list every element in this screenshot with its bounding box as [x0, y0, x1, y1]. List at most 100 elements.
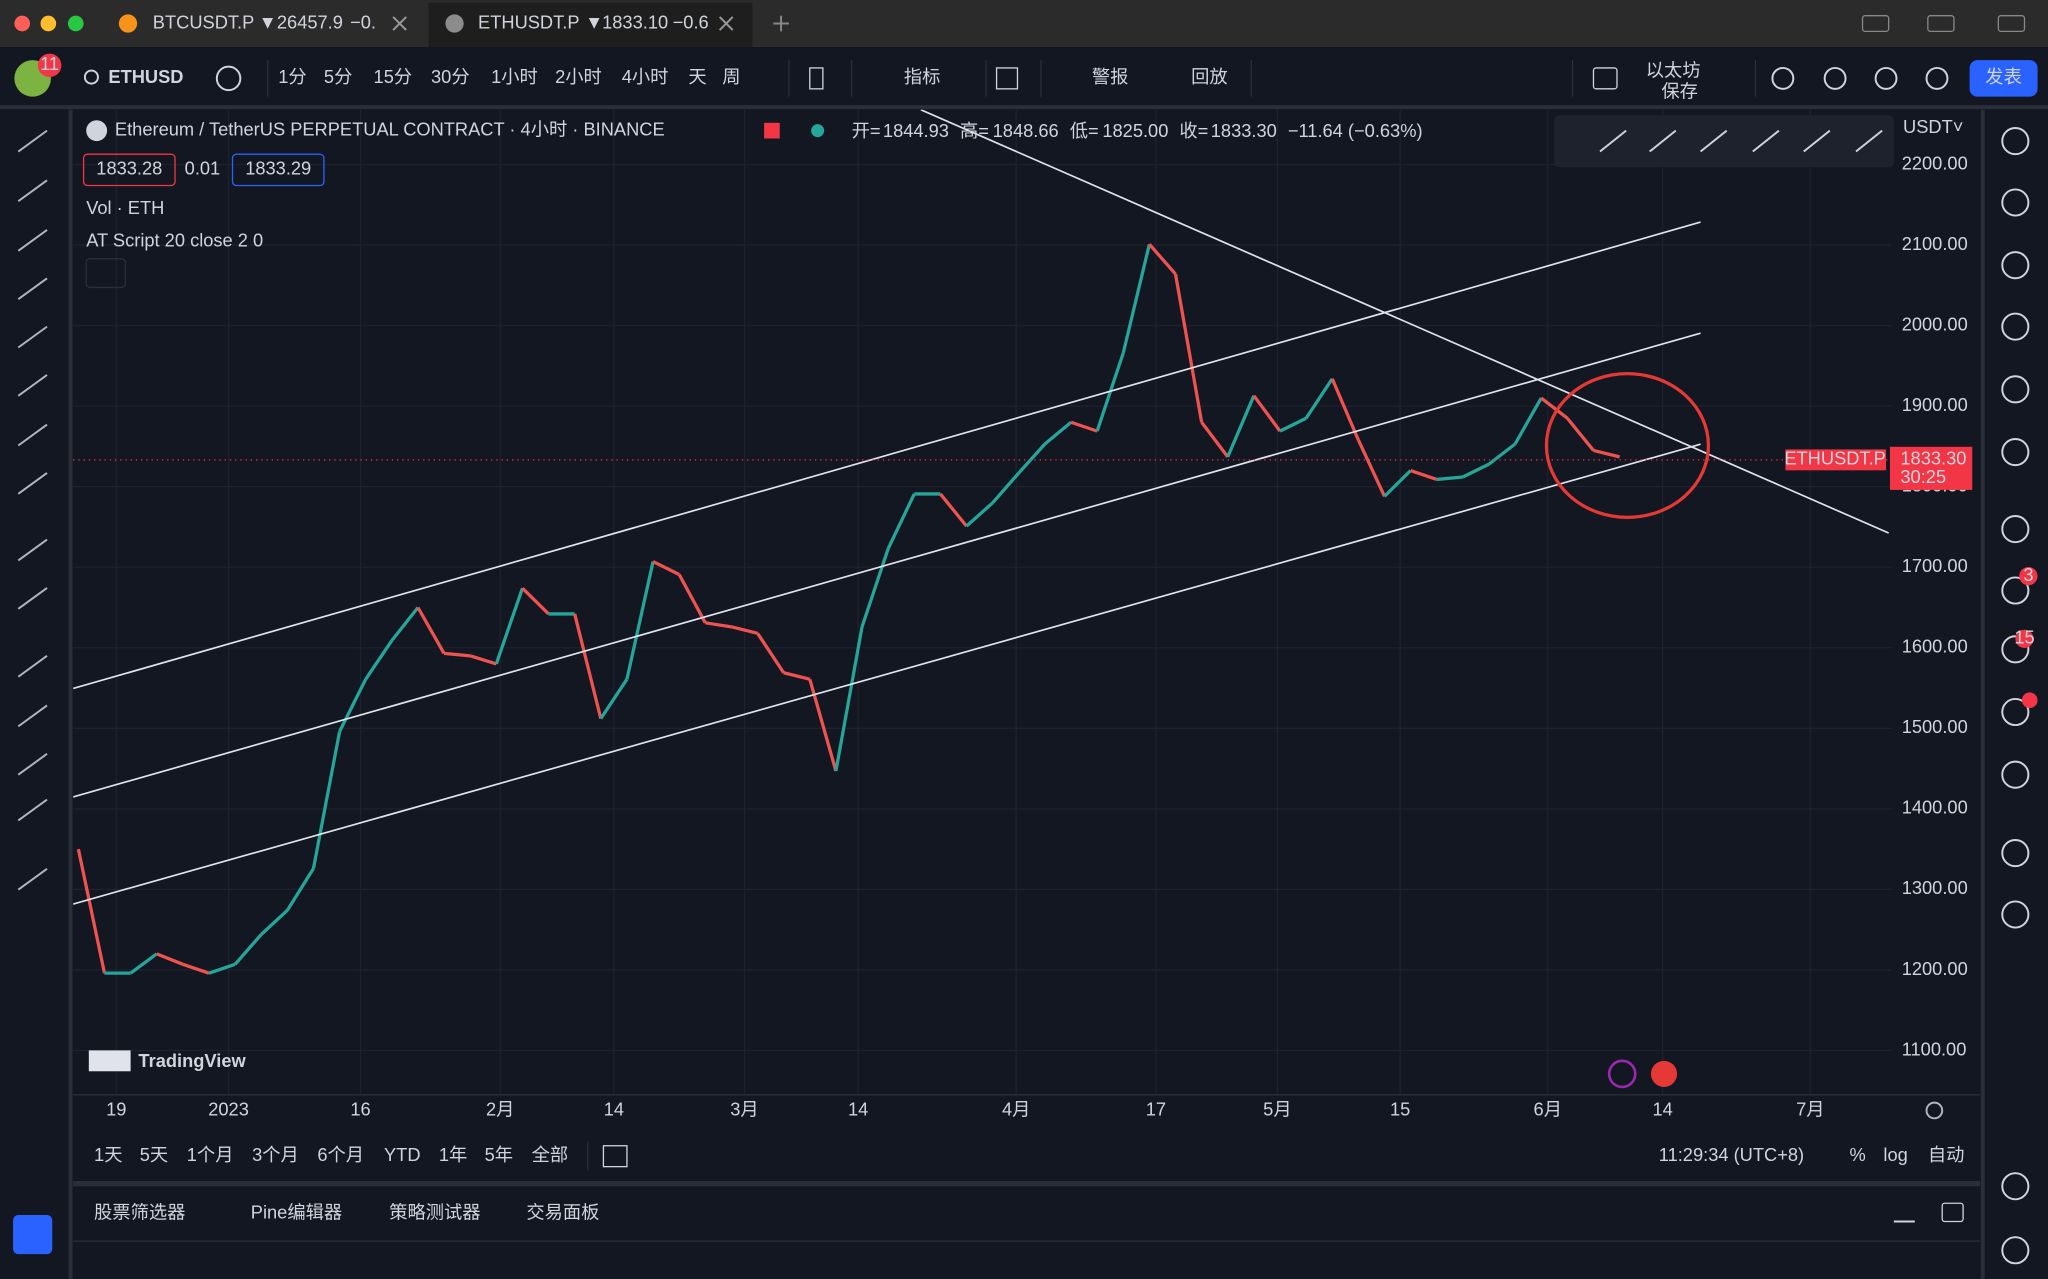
- interval-button[interactable]: 5分: [324, 66, 352, 87]
- date-range-icon[interactable]: [602, 1145, 628, 1168]
- drawing-tool: [17, 704, 48, 728]
- range-button[interactable]: 3个月: [252, 1144, 299, 1165]
- symbol-tag-label: ETHUSDT.P: [1784, 448, 1885, 469]
- indicators-button[interactable]: 指标: [904, 66, 941, 87]
- drawing-toolbar: [1554, 114, 1894, 168]
- sidebar-icon: [2001, 697, 2030, 727]
- symbol-logo: [86, 120, 108, 142]
- window-button: [14, 15, 31, 32]
- currency-label[interactable]: USDT˅: [1903, 116, 1963, 137]
- panel-tab[interactable]: 交易面板: [526, 1202, 599, 1223]
- interval-button[interactable]: 1小时: [491, 66, 538, 87]
- window-tool[interactable]: [1927, 15, 1955, 33]
- watchlist-button[interactable]: [13, 1214, 53, 1255]
- log-toggle[interactable]: log: [1883, 1144, 1907, 1165]
- price-series: [76, 243, 1620, 975]
- tab[interactable]: [104, 2, 426, 48]
- drawing-tool: [17, 538, 48, 562]
- collapse-button[interactable]: [85, 258, 127, 289]
- panel-tab[interactable]: Pine编辑器: [251, 1202, 342, 1223]
- maximize-panel[interactable]: [1941, 1202, 1964, 1223]
- window-button: [40, 15, 57, 32]
- countdown-label: 30:25: [1900, 466, 1946, 487]
- save-button[interactable]: 保存: [1661, 81, 1698, 102]
- y-tick-label: 1200.00: [1902, 958, 1968, 979]
- replay-button[interactable]: 回放: [1191, 66, 1228, 87]
- interval-button[interactable]: 4小时: [622, 66, 669, 87]
- price-segment: [311, 731, 342, 869]
- ohlc-value: 1844.93: [883, 120, 949, 141]
- range-button[interactable]: 1天: [94, 1144, 122, 1165]
- tab-price: 1833.10: [602, 11, 668, 32]
- y-tick-label: 1900.00: [1902, 394, 1968, 415]
- drawing-toolbar-icon: [1855, 129, 1883, 153]
- range-button[interactable]: 5年: [485, 1144, 513, 1165]
- ohlc-label: 开=: [852, 120, 881, 141]
- add-symbol: [215, 65, 242, 92]
- panel-tab[interactable]: 股票筛选器: [94, 1202, 185, 1223]
- layout-box[interactable]: [1592, 67, 1618, 90]
- range-button[interactable]: YTD: [384, 1144, 421, 1165]
- drawing-tool: [17, 423, 48, 447]
- ask-box[interactable]: [231, 153, 325, 187]
- x-tick-label: 16: [350, 1098, 370, 1119]
- interval-button[interactable]: 1分: [278, 66, 306, 87]
- drawing-toolbar-icon: [1803, 129, 1831, 153]
- range-button[interactable]: 1年: [439, 1144, 467, 1165]
- range-button[interactable]: 6个月: [317, 1144, 364, 1165]
- price-segment: [1017, 442, 1047, 475]
- price-segment: [1593, 448, 1620, 459]
- interval-button[interactable]: 15分: [374, 66, 413, 87]
- range-button[interactable]: 5天: [140, 1144, 168, 1165]
- search-icon: [83, 69, 99, 85]
- tab-active[interactable]: [428, 2, 753, 48]
- interval-button[interactable]: 30分: [431, 66, 470, 87]
- symbol-search[interactable]: ETHUSD: [108, 66, 183, 87]
- percent-toggle[interactable]: %: [1849, 1144, 1865, 1165]
- y-tick-label: 2200.00: [1902, 152, 1968, 173]
- x-tick-label: 14: [848, 1098, 868, 1119]
- ohlc-value: 1833.30: [1211, 120, 1277, 141]
- price-segment: [76, 848, 107, 974]
- price-segment: [573, 613, 603, 720]
- layout-name[interactable]: 以太坊: [1646, 60, 1701, 81]
- sidebar-icon: [2001, 251, 2030, 280]
- publish-label[interactable]: 发表: [1985, 66, 2022, 87]
- price-segment: [521, 587, 550, 616]
- candle-type[interactable]: [809, 67, 824, 90]
- price-segment: [1462, 462, 1490, 479]
- spread: 0.01: [185, 158, 221, 179]
- drawing-tool: [17, 229, 48, 252]
- volume-indicator: Vol · ETH: [86, 197, 164, 218]
- tab-close: [392, 16, 407, 31]
- range-button[interactable]: 全部: [532, 1144, 569, 1165]
- auto-toggle[interactable]: 自动: [1928, 1144, 1965, 1165]
- drawing-toolbar-icon: [1699, 129, 1728, 153]
- panel-tab[interactable]: 策略测试器: [389, 1202, 480, 1223]
- drawing-tool: [17, 374, 48, 397]
- alert-button[interactable]: 警报: [1092, 66, 1129, 87]
- x-tick-label: 19: [106, 1098, 126, 1119]
- bid-box[interactable]: [82, 153, 176, 187]
- tab-arrow: ▼: [585, 11, 603, 32]
- bid-price: 1833.28: [96, 158, 162, 179]
- layouts-button[interactable]: [995, 67, 1019, 90]
- interval-button[interactable]: 周: [722, 66, 740, 87]
- window-tool[interactable]: [1997, 15, 2026, 33]
- x-tick-label: 14: [604, 1098, 624, 1119]
- y-tick-label: 1300.00: [1902, 877, 1968, 898]
- interval-button[interactable]: 天: [688, 66, 706, 87]
- chart-icon: [1607, 1059, 1637, 1089]
- window-tool[interactable]: [1861, 15, 1890, 33]
- chart-icon: [1650, 1060, 1678, 1087]
- sidebar-badge: [2015, 629, 2034, 648]
- publish-button[interactable]: [1969, 60, 2038, 97]
- y-tick-label: 2100.00: [1902, 233, 1968, 254]
- drawing-tool: [17, 179, 48, 202]
- drawing-tool: [17, 587, 48, 610]
- toolbar-icon: [1874, 66, 1898, 90]
- price-segment: [1304, 377, 1334, 420]
- range-button[interactable]: 1个月: [187, 1144, 234, 1165]
- interval-button[interactable]: 2小时: [555, 66, 602, 87]
- badge-count: 11: [40, 53, 59, 74]
